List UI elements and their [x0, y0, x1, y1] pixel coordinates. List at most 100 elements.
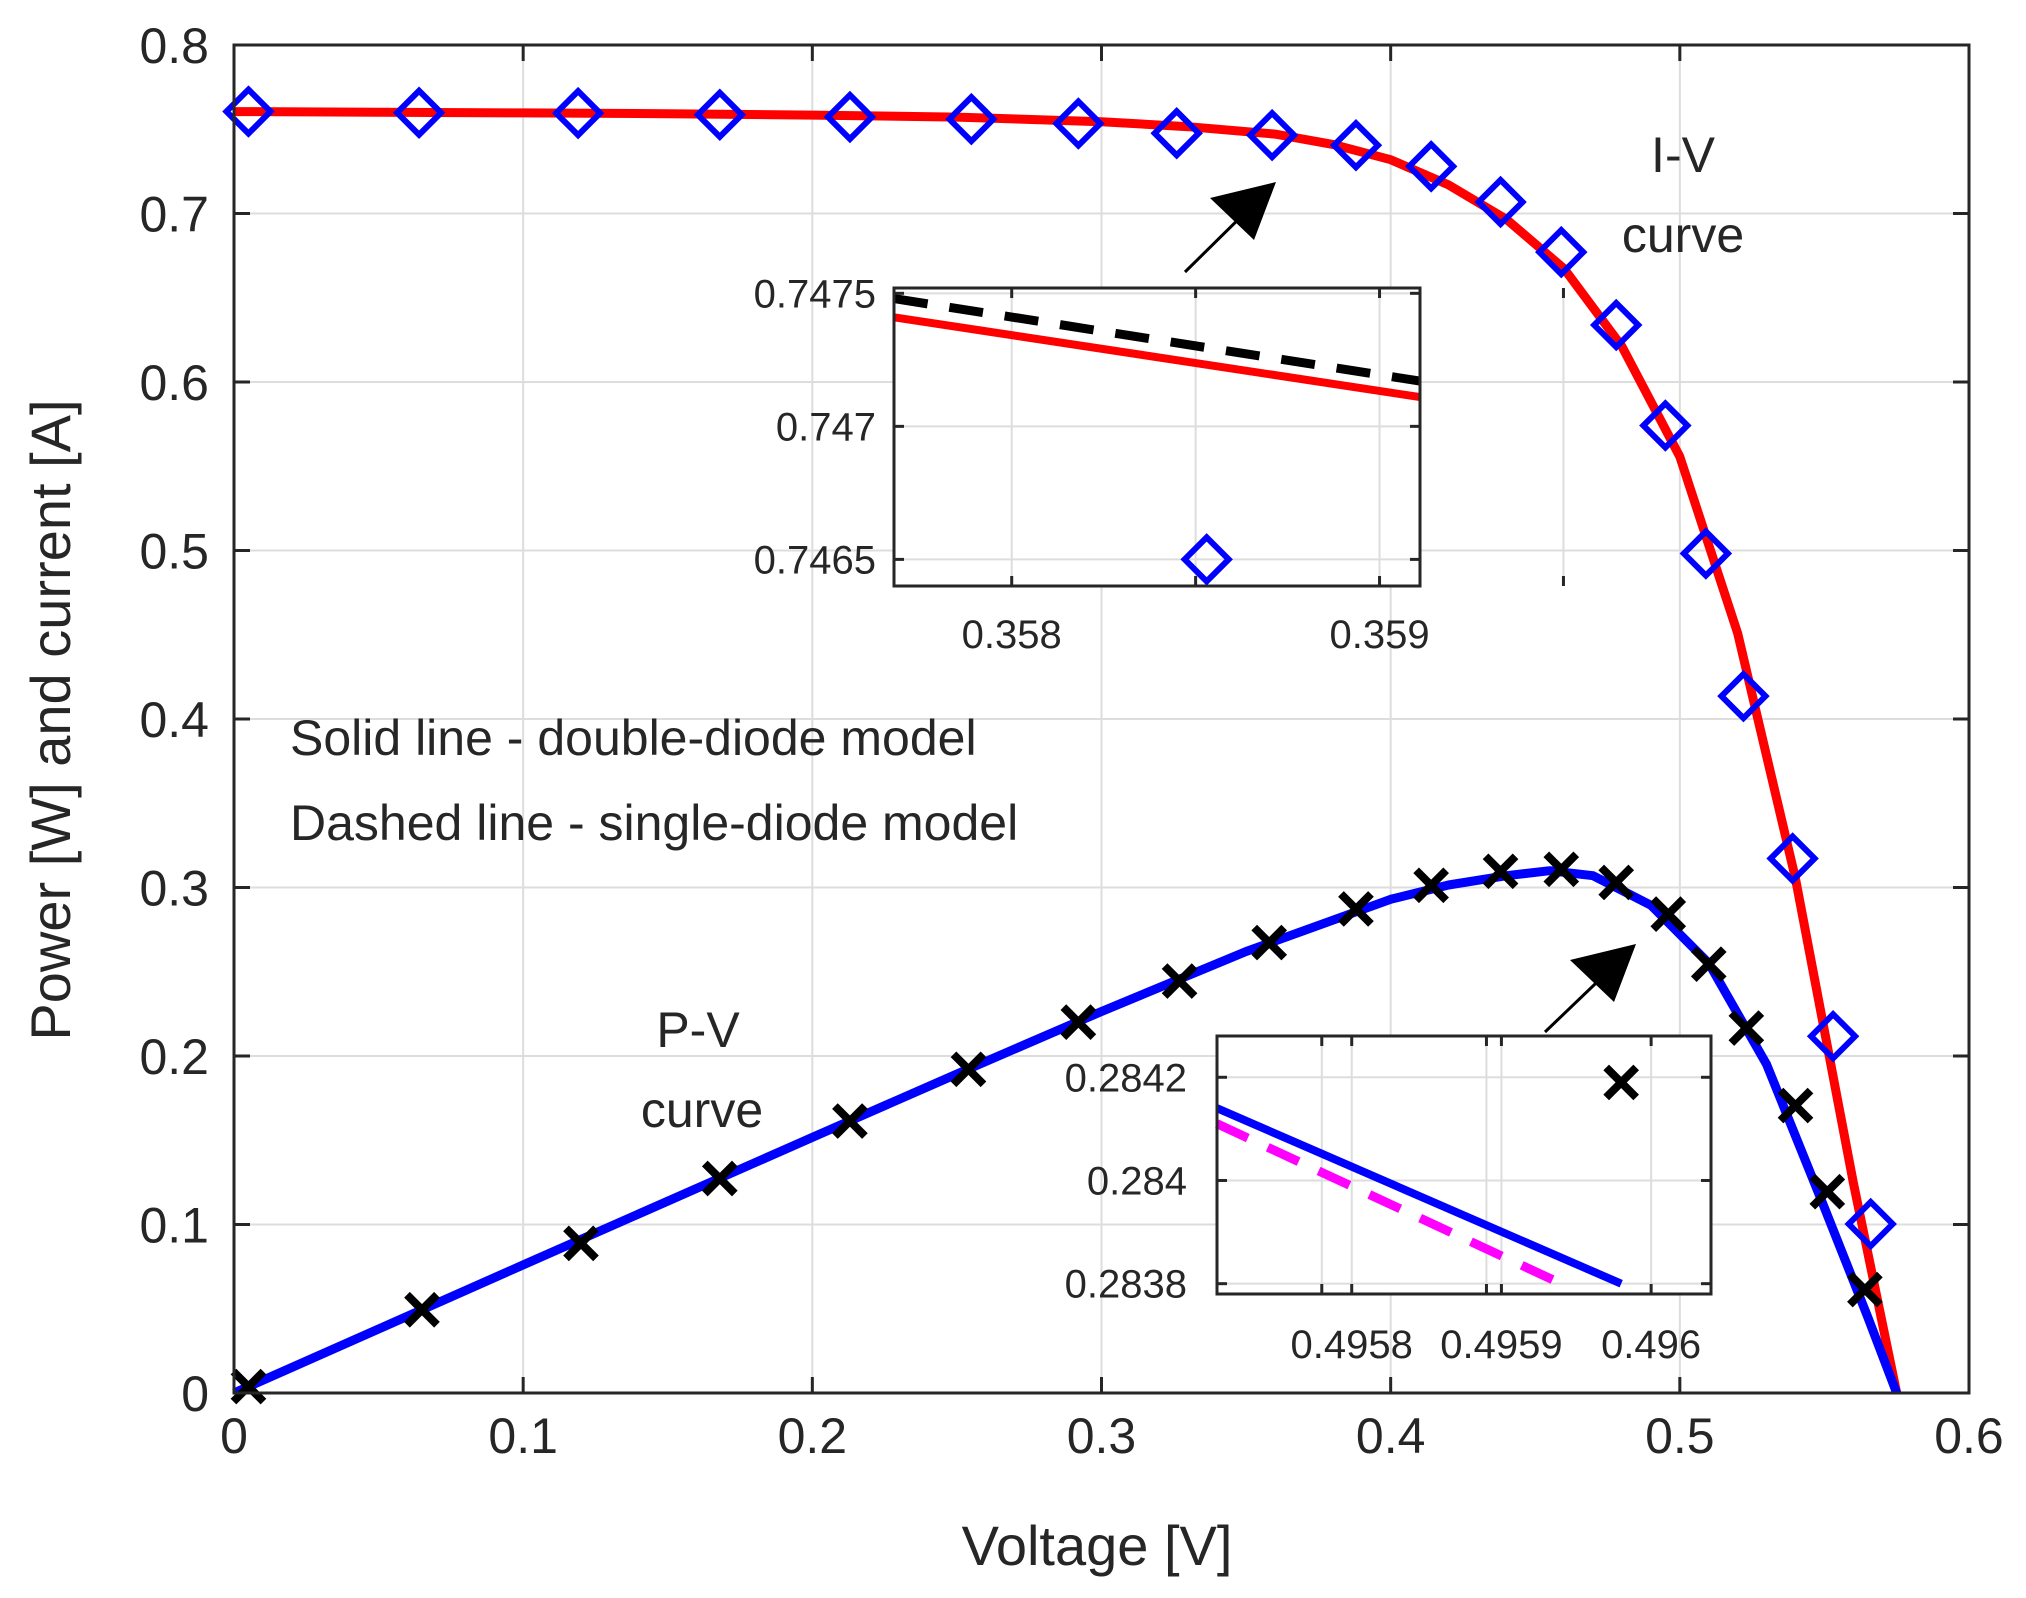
iv-measured-point [1766, 832, 1819, 885]
iv-measured-point [1679, 527, 1733, 580]
pv-measured-point [832, 1103, 868, 1139]
iv-measured-point [1535, 225, 1588, 279]
inset-pv-frame [1215, 1034, 1713, 1296]
pv-measured-point [1543, 851, 1580, 888]
y-tick-label: 0 [181, 1366, 209, 1422]
inset-pv-x-tick-label: 0.496 [1601, 1323, 1701, 1367]
inset-iv-tick-labels: 0.358 0.359 0.7465 0.747 0.7475 [754, 272, 1430, 657]
iv-measured-point [1844, 1197, 1897, 1251]
main-series [222, 85, 1902, 1405]
x-tick-label: 0.3 [1067, 1408, 1137, 1464]
inset-pv-series [1215, 1064, 1640, 1288]
inset-iv-series [893, 294, 1421, 586]
inset-pv-ticks [1217, 1036, 1711, 1294]
y-tick-label: 0.6 [139, 355, 209, 411]
inset-iv-double-diode-line [893, 313, 1421, 402]
inset-iv-y-tick-label: 0.7465 [754, 538, 876, 582]
p-v-double-diode-model-line [232, 866, 1901, 1398]
y-tick-label: 0.8 [139, 18, 209, 74]
y-tick-label: 0.1 [139, 1198, 209, 1254]
pv-measured-point [1338, 891, 1374, 927]
x-tick-label: 0.1 [488, 1408, 558, 1464]
pv-measured-point [563, 1225, 599, 1262]
iv-measured-point [1245, 108, 1299, 162]
main-ticks [232, 43, 1971, 1395]
iv-measured-point [1474, 175, 1527, 229]
iv-measured-point [1717, 669, 1770, 723]
inset-pv-double-diode-line [1215, 1104, 1623, 1288]
pv-measured-point [1728, 1010, 1765, 1046]
inset-iv-measured-point [1180, 533, 1233, 586]
pv-curve-label-line2: curve [641, 1082, 763, 1138]
pv-measured-point [1161, 963, 1198, 999]
inset-iv-background [894, 288, 1420, 586]
iv-curve-label-line1: I-V [1651, 127, 1716, 183]
inset-pv-y-tick-label: 0.2838 [1065, 1263, 1187, 1307]
pv-measured-point [1598, 864, 1635, 901]
x-tick-label: 0.5 [1645, 1408, 1715, 1464]
pv-measured-point [1847, 1271, 1883, 1308]
x-axis-title: Voltage [V] [962, 1514, 1233, 1577]
legend-solid-line-note: Solid line - double-diode model [290, 710, 977, 766]
y-tick-label: 0.3 [139, 861, 209, 917]
inset-iv-y-tick-label: 0.747 [776, 405, 876, 449]
inset-iv-x-tick-label: 0.358 [962, 613, 1062, 657]
inset-iv-frame [892, 286, 1422, 588]
pv-measured-point [230, 1368, 267, 1405]
iv-measured-point [693, 88, 747, 142]
pv-zoom-arrow [1543, 944, 1636, 1034]
y-tick-label: 0.5 [139, 524, 209, 580]
iv-curve-label-line2: curve [1622, 207, 1744, 263]
inset-pv-zoom: 0.4958 0.4959 0.496 0.2838 0.284 0.2842 [1065, 1034, 1713, 1367]
inset-pv-background [1217, 1036, 1711, 1294]
pv-measured-point [1482, 853, 1519, 890]
pv-measured-point [1060, 1004, 1097, 1040]
iv-measured-point [1329, 119, 1383, 172]
iv-measured-point [1052, 97, 1105, 150]
pv-measured-point [950, 1051, 987, 1088]
pv-measured-point [1777, 1087, 1814, 1124]
inset-pv-x-tick-label: 0.4958 [1291, 1323, 1413, 1367]
pv-measured-point [1809, 1173, 1846, 1210]
pv-measured-point [701, 1160, 738, 1197]
pv-measured-point [1690, 946, 1727, 982]
inset-iv-zoom: 0.358 0.359 0.7465 0.747 0.7475 [754, 272, 1565, 657]
inset-iv-y-tick-label: 0.7475 [754, 272, 876, 316]
iv-measured-point [1806, 1010, 1860, 1063]
iv-measured-point [1404, 140, 1458, 193]
y-tick-label: 0.7 [139, 187, 209, 243]
pv-measured-point [1413, 867, 1449, 904]
inset-pv-measured-point [1603, 1064, 1640, 1101]
inset-pv-x-tick-label: 0.4959 [1440, 1323, 1562, 1367]
legend-dashed-line-note: Dashed line - single-diode model [290, 795, 1018, 851]
x-tick-label: 0.2 [778, 1408, 848, 1464]
x-tick-label: 0.4 [1356, 1408, 1426, 1464]
inset-iv-x-tick-label: 0.359 [1329, 613, 1429, 657]
y-tick-label: 0.2 [139, 1029, 209, 1085]
iv-measured-point [1150, 107, 1203, 160]
i-v-double-diode-model-line [233, 107, 1902, 1394]
inset-iv-single-diode-line [893, 294, 1421, 386]
iv-measured-point [1639, 399, 1692, 452]
inset-pv-y-tick-label: 0.284 [1087, 1159, 1187, 1203]
x-tick-label: 0 [220, 1408, 248, 1464]
y-axis-title: Power [W] and current [A] [19, 399, 82, 1040]
pv-measured-point [1251, 924, 1288, 961]
main-tick-labels: 0 0.1 0.2 0.3 0.4 0.5 0.6 0 0.1 0.2 0.3 0.4 0.5 0.6 0.… [139, 18, 2003, 1464]
x-tick-label: 0.6 [1934, 1408, 2004, 1464]
iv-measured-point [551, 86, 605, 140]
inset-pv-tick-labels: 0.4958 0.4959 0.496 0.2838 0.284 0.2842 [1065, 1056, 1702, 1367]
iv-zoom-arrow [1183, 182, 1276, 274]
iv-measured-point [1589, 298, 1643, 352]
iv-measured-point [823, 90, 877, 144]
iv-measured-point [945, 92, 998, 146]
pv-measured-point [404, 1291, 440, 1328]
pv-measured-point [1650, 896, 1687, 932]
iv-measured-point [392, 86, 446, 139]
inset-pv-y-tick-label: 0.2842 [1065, 1056, 1187, 1100]
inset-pv-single-diode-line [1215, 1119, 1564, 1288]
pv-curve-label-line1: P-V [656, 1002, 740, 1058]
y-tick-label: 0.4 [139, 692, 209, 748]
